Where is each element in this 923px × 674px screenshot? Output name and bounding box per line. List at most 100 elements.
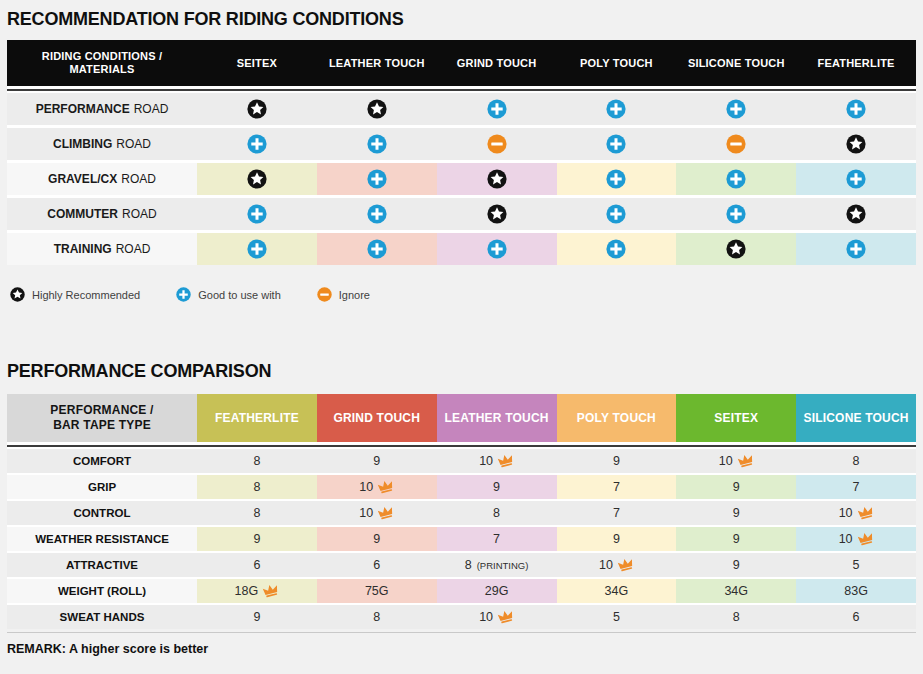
star-icon (487, 169, 507, 189)
plus-icon (247, 239, 267, 259)
performance-row: COMFORT89109108 (7, 449, 916, 473)
score-cell: 5 (557, 605, 677, 629)
score-cell: 8 (317, 605, 437, 629)
rating-cell (676, 233, 796, 265)
riding-row: COMMUTERROAD (7, 198, 916, 230)
plus-icon (367, 134, 387, 154)
rating-cell (437, 163, 557, 195)
legend-item-star: Highly Recommended (10, 287, 140, 302)
score-value: 9 (253, 532, 260, 546)
column-header-seitex: SEITEX (676, 394, 796, 442)
score-cell: 10 (437, 449, 557, 473)
riding-table-body: PERFORMANCEROADCLIMBINGROADGRAVEL/CXROAD… (7, 93, 916, 265)
performance-table-body: COMFORT89109108GRIP8109797CONTROL8108791… (7, 449, 916, 629)
rating-cell (796, 198, 916, 230)
crown-icon (736, 452, 755, 468)
performance-row: WEIGHT (ROLL)18G75G29G34G34G83G (7, 579, 916, 603)
score-value: 9 (733, 558, 740, 572)
row-label: TRAINING ROAD (7, 233, 197, 265)
score-cell: 34G (676, 579, 796, 603)
legend: Highly Recommended Good to use with Ignore (10, 287, 916, 302)
score-value: 10 (839, 532, 853, 546)
score-value: 10 (479, 610, 493, 624)
row-label-rest: ROAD (121, 172, 156, 186)
score-cell: 9 (557, 527, 677, 551)
crown-icon (617, 556, 636, 572)
crown-icon (377, 504, 396, 520)
score-cell: 9 (197, 605, 317, 629)
score-value: 7 (493, 532, 500, 546)
rating-cell (317, 128, 437, 160)
rating-cell (676, 163, 796, 195)
score-cell: 10 (317, 475, 437, 499)
score-value: 8 (733, 610, 740, 624)
score-value: 7 (613, 506, 620, 520)
score-cell: 9 (676, 553, 796, 577)
score-cell: 8 (197, 449, 317, 473)
performance-corner-header: PERFORMANCE / BAR TAPE TYPE (7, 394, 197, 442)
star-icon (247, 169, 267, 189)
riding-row: PERFORMANCEROAD (7, 93, 916, 125)
row-label: GRAVEL/CXROAD (7, 163, 197, 195)
rating-cell (557, 233, 677, 265)
score-value: 7 (613, 480, 620, 494)
rating-cell (796, 163, 916, 195)
minus-icon (317, 287, 332, 302)
minus-icon (487, 134, 507, 154)
score-cell: 5 (796, 553, 916, 577)
score-value: 34G (605, 584, 629, 598)
performance-row: ATTRACTIVE668(PRINTING)1095 (7, 553, 916, 577)
row-label-rest: ROAD (116, 242, 151, 256)
score-value: 10 (359, 506, 373, 520)
score-cell: 10 (437, 605, 557, 629)
rating-cell (557, 128, 677, 160)
score-value: 18G (235, 584, 259, 598)
star-icon (247, 99, 267, 119)
plus-icon (367, 239, 387, 259)
legend-item-minus: Ignore (317, 287, 370, 302)
score-cell: 83G (796, 579, 916, 603)
score-value: 6 (853, 610, 860, 624)
row-label: WEATHER RESISTANCE (7, 527, 197, 551)
score-value: 7 (853, 480, 860, 494)
plus-icon (606, 99, 626, 119)
riding-corner-header: RIDING CONDITIONS / MATERIALS (7, 40, 197, 86)
score-cell: 6 (317, 553, 437, 577)
score-value: 8 (493, 506, 500, 520)
row-label-bold: CLIMBING (53, 137, 112, 151)
minus-icon (726, 134, 746, 154)
plus-icon (846, 169, 866, 189)
rating-cell (437, 233, 557, 265)
crown-icon (262, 582, 281, 598)
remark-text: REMARK: A higher score is better (7, 642, 923, 656)
page: RECOMMENDATION FOR RIDING CONDITIONS RID… (0, 0, 923, 629)
score-cell: 6 (796, 605, 916, 629)
score-value: 9 (253, 610, 260, 624)
score-cell: 10 (796, 501, 916, 525)
score-cell: 7 (557, 475, 677, 499)
crown-icon (856, 530, 875, 546)
score-value: 10 (599, 558, 613, 572)
performance-row: CONTROL81087910 (7, 501, 916, 525)
column-header-leather-touch: LEATHER TOUCH (437, 394, 557, 442)
crown-icon (856, 504, 875, 520)
score-cell: 7 (796, 475, 916, 499)
score-value: 8 (253, 480, 260, 494)
row-label-bold: TRAINING (54, 242, 112, 256)
row-label: WEIGHT (ROLL) (7, 579, 197, 603)
bottom-divider (7, 632, 916, 633)
legend-item-plus: Good to use with (176, 287, 281, 302)
rating-cell (197, 93, 317, 125)
score-cell: 7 (437, 527, 557, 551)
riding-row: GRAVEL/CXROAD (7, 163, 916, 195)
riding-corner-header-label: RIDING CONDITIONS / MATERIALS (38, 50, 166, 76)
rating-cell (317, 93, 437, 125)
plus-icon (487, 239, 507, 259)
score-cell: 9 (197, 527, 317, 551)
row-label-rest: ROAD (122, 207, 157, 221)
column-header-silicone-touch: SILICONE TOUCH (796, 394, 916, 442)
plus-icon (176, 287, 191, 302)
plus-icon (606, 204, 626, 224)
score-cell: 8 (197, 501, 317, 525)
score-value: 9 (373, 454, 380, 468)
